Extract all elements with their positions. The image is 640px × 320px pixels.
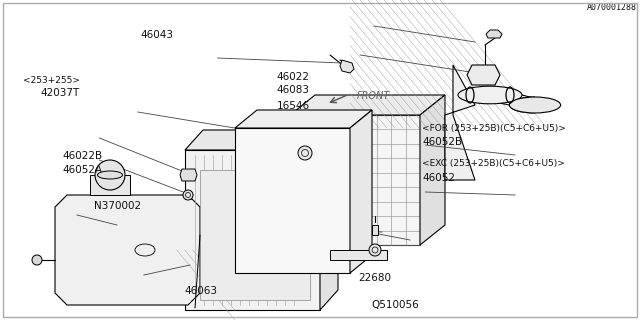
Text: 46052A: 46052A [62,164,102,175]
Polygon shape [420,95,445,245]
Polygon shape [467,65,500,85]
Polygon shape [90,175,130,195]
Circle shape [298,146,312,160]
Text: 46022B: 46022B [62,151,102,161]
Polygon shape [185,130,338,150]
Circle shape [183,190,193,200]
Text: <FOR (253+25B)(C5+C6+U5)>: <FOR (253+25B)(C5+C6+U5)> [422,124,566,132]
Text: 46052B: 46052B [422,137,463,148]
Polygon shape [55,195,200,305]
Polygon shape [445,65,475,180]
Polygon shape [350,110,372,273]
Ellipse shape [458,86,522,104]
Text: 46022: 46022 [276,72,310,82]
Text: Q510056: Q510056 [371,300,419,310]
Text: 46083: 46083 [276,85,310,95]
Text: A070001288: A070001288 [587,4,637,12]
Polygon shape [200,170,310,300]
Ellipse shape [97,171,122,179]
Polygon shape [235,128,350,273]
Polygon shape [290,95,445,115]
Polygon shape [235,110,372,128]
Text: 46052: 46052 [422,172,456,183]
Text: 42037T: 42037T [41,88,80,98]
Text: FRONT: FRONT [357,91,390,101]
Polygon shape [185,150,320,310]
Text: <EXC (253+25B)(C5+C6+U5)>: <EXC (253+25B)(C5+C6+U5)> [422,159,565,168]
Circle shape [95,160,125,190]
Polygon shape [290,115,420,245]
Polygon shape [372,225,378,235]
Text: N370002: N370002 [93,201,141,212]
Polygon shape [180,169,197,181]
Circle shape [32,255,42,265]
Text: 46063: 46063 [184,286,218,296]
Polygon shape [330,250,387,260]
Text: 22680: 22680 [358,273,392,284]
Text: 46043: 46043 [141,29,174,40]
Circle shape [369,244,381,256]
Polygon shape [340,60,354,73]
Text: 16546: 16546 [276,100,310,111]
Polygon shape [320,130,338,310]
Polygon shape [486,30,502,38]
Text: <253+255>: <253+255> [23,76,80,85]
Ellipse shape [509,97,561,113]
